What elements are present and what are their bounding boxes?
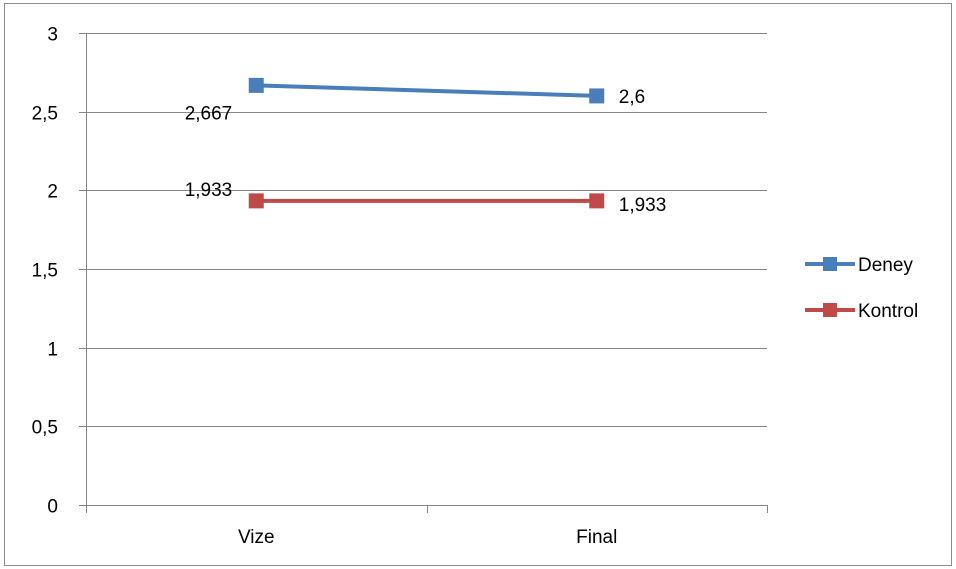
y-tick-label: 1,5 — [32, 261, 58, 282]
y-tick-label: 0,5 — [32, 418, 58, 439]
line-chart: 0 0,5 1 1,5 2 2,5 3 Vize Final 2,667 2,6 1,933 1,93… — [32, 25, 919, 549]
legend-label: Deney — [858, 255, 913, 276]
x-tick-label: Vize — [238, 527, 275, 548]
data-label: 2,6 — [619, 87, 645, 108]
gridlines — [86, 33, 767, 427]
data-label: 1,933 — [619, 195, 667, 216]
data-label: 1,933 — [185, 180, 233, 201]
legend-swatch-marker — [823, 257, 837, 271]
data-point-marker — [248, 77, 264, 93]
y-tick-label: 1 — [47, 340, 58, 361]
data-label: 2,667 — [185, 103, 233, 124]
legend-item-deney: Deney — [805, 255, 913, 276]
legend-item-kontrol: Kontrol — [805, 301, 918, 322]
series — [248, 77, 605, 209]
chart-frame: 0 0,5 1 1,5 2 2,5 3 Vize Final 2,667 2,6 1,933 1,93… — [4, 3, 952, 566]
data-point-marker — [248, 193, 264, 209]
data-point-marker — [589, 193, 605, 209]
data-labels: 2,667 2,6 1,933 1,933 — [185, 87, 667, 216]
data-point-marker — [589, 88, 605, 104]
y-tick-label: 0 — [47, 497, 58, 518]
legend: Deney Kontrol — [805, 255, 918, 322]
y-tick-label: 2 — [47, 182, 58, 203]
y-tick-label: 3 — [47, 25, 58, 46]
axes: 0 0,5 1 1,5 2 2,5 3 Vize Final — [32, 25, 768, 548]
legend-swatch-marker — [823, 303, 837, 317]
legend-label: Kontrol — [858, 301, 918, 322]
x-tick-label: Final — [576, 527, 617, 548]
series-line-deney — [256, 83, 597, 98]
y-tick-label: 2,5 — [32, 104, 58, 125]
